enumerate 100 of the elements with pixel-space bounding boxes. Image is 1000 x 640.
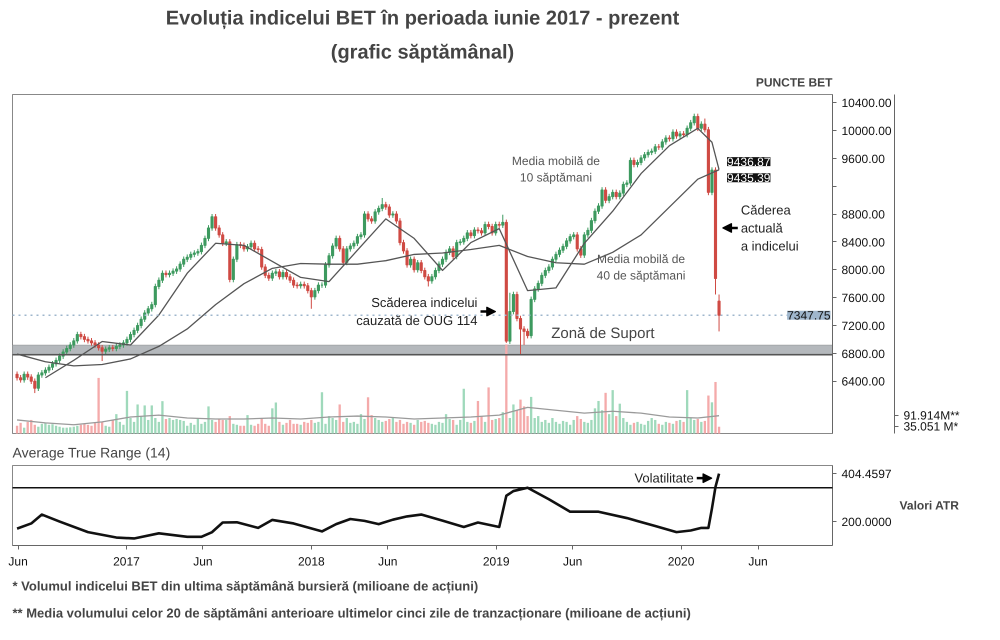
bar bbox=[352, 422, 356, 434]
bar bbox=[218, 418, 220, 434]
bar bbox=[175, 418, 178, 434]
bar bbox=[228, 416, 231, 434]
candlestick bbox=[356, 233, 359, 247]
y-tick-label: 9600.00 bbox=[842, 152, 886, 166]
candlestick bbox=[249, 240, 253, 250]
bar bbox=[66, 428, 68, 434]
y-tick-label: 8000.00 bbox=[842, 263, 886, 278]
candlestick bbox=[674, 128, 678, 140]
candlestick bbox=[632, 157, 636, 168]
bar bbox=[346, 418, 348, 434]
candlestick bbox=[700, 120, 703, 132]
bar bbox=[62, 428, 64, 434]
bar bbox=[661, 424, 664, 434]
y-tick-label: 7600.00 bbox=[842, 291, 886, 306]
bar bbox=[253, 426, 256, 434]
bar bbox=[112, 420, 114, 434]
bar bbox=[686, 390, 688, 434]
candlestick bbox=[65, 345, 68, 356]
bar bbox=[565, 422, 568, 434]
candlestick bbox=[100, 344, 104, 362]
annotation: Scăderea indicelui cauzată de OUG 114 bbox=[356, 295, 478, 328]
bar bbox=[222, 420, 224, 434]
candlestick bbox=[278, 268, 281, 280]
candlestick bbox=[409, 256, 412, 268]
bar bbox=[643, 424, 646, 434]
x-tick-label: 2017 bbox=[113, 554, 140, 568]
bar bbox=[487, 387, 490, 434]
bar bbox=[544, 420, 546, 434]
bar bbox=[196, 418, 200, 434]
chart-title: Average True Range (14) bbox=[12, 444, 170, 460]
bar bbox=[412, 424, 416, 434]
bar bbox=[306, 422, 309, 434]
bar bbox=[108, 426, 110, 434]
bar bbox=[583, 422, 586, 434]
bar bbox=[97, 378, 100, 434]
bar bbox=[626, 422, 628, 434]
bar bbox=[530, 396, 532, 434]
bar bbox=[150, 405, 153, 434]
bar bbox=[505, 344, 508, 434]
bar bbox=[384, 420, 387, 434]
bar bbox=[615, 416, 618, 434]
bar bbox=[115, 414, 118, 434]
x-tick-label: Jun bbox=[193, 554, 213, 568]
text: ** Media volumului celor 20 de săptămâni anterioare ultimelor cinci zile de tranzacționare (milioane de acțiuni) bbox=[12, 606, 691, 622]
bar bbox=[232, 424, 234, 434]
candlestick bbox=[604, 186, 608, 204]
bar bbox=[296, 424, 298, 434]
bar bbox=[22, 428, 26, 434]
bar bbox=[30, 420, 32, 434]
bar bbox=[658, 424, 660, 434]
candlestick bbox=[270, 270, 274, 282]
bar bbox=[462, 388, 465, 434]
bar bbox=[693, 420, 696, 434]
x-tick-label: Jun bbox=[748, 554, 768, 568]
candlestick bbox=[416, 259, 420, 274]
bar bbox=[80, 424, 82, 434]
bar bbox=[274, 402, 278, 434]
bar bbox=[378, 420, 380, 434]
y-tick-label: 200.0000 bbox=[842, 515, 892, 530]
candlestick bbox=[483, 221, 487, 236]
y-tick-label: 404.4597 bbox=[842, 467, 892, 482]
candlestick bbox=[472, 226, 476, 239]
candlestick bbox=[253, 240, 256, 252]
candlestick bbox=[68, 342, 72, 352]
bar bbox=[69, 427, 72, 434]
bar bbox=[182, 420, 185, 434]
candlestick bbox=[671, 128, 675, 142]
annotation: Căderea actuală a indicelui bbox=[740, 202, 799, 254]
bar bbox=[612, 390, 614, 434]
bar bbox=[654, 420, 656, 434]
bar bbox=[650, 418, 653, 434]
bar bbox=[37, 426, 40, 434]
candlestick bbox=[388, 204, 391, 218]
candlestick bbox=[366, 210, 370, 222]
bar bbox=[700, 422, 702, 434]
x-tick-label: Jun bbox=[563, 554, 582, 568]
candlestick bbox=[76, 331, 79, 344]
bar bbox=[494, 418, 497, 434]
annotation: Volatilitate bbox=[634, 470, 694, 486]
bar bbox=[618, 404, 621, 434]
y-axis-title: PUNCTE BET bbox=[756, 76, 834, 90]
y-axis-title: Valori ATR bbox=[900, 498, 960, 512]
bar bbox=[392, 418, 394, 434]
candlestick bbox=[310, 287, 313, 310]
bar bbox=[470, 422, 472, 434]
chart-title: Evoluția indicelui BET în perioada iunie 2017 - prezent bbox=[166, 8, 680, 30]
bar bbox=[572, 420, 575, 434]
bar bbox=[498, 418, 500, 434]
bar bbox=[668, 422, 671, 434]
bar bbox=[26, 422, 29, 434]
candlestick bbox=[501, 214, 504, 228]
candlestick bbox=[15, 370, 19, 382]
y-tick-label: 10400.00 bbox=[842, 96, 892, 110]
candlestick bbox=[374, 208, 377, 224]
y-tick-label: 8800.00 bbox=[842, 208, 886, 222]
bar bbox=[104, 426, 107, 434]
bar bbox=[225, 420, 228, 434]
bar bbox=[374, 418, 376, 434]
